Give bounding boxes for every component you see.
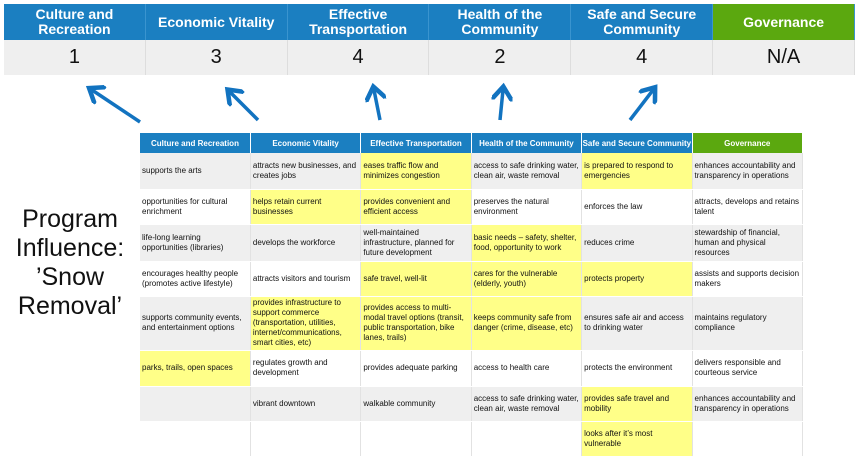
table-cell: attracts visitors and tourism <box>250 261 362 297</box>
summary-value: 4 <box>571 40 714 75</box>
summary-value: N/A <box>713 40 855 75</box>
table-cell: supports community events, and entertain… <box>140 296 251 351</box>
table-row: encourages healthy people (promotes acti… <box>140 261 804 297</box>
table-cell: life-long learning opportunities (librar… <box>140 224 251 262</box>
table-cell <box>140 386 251 422</box>
summary-value: 4 <box>287 40 430 75</box>
table-cell: basic needs – safety, shelter, food, opp… <box>471 224 583 262</box>
table-cell: cares for the vulnerable (elderly, youth… <box>471 261 583 297</box>
table-cell: provides safe travel and mobility <box>581 386 693 422</box>
table-cell: keeps community safe from danger (crime,… <box>471 296 583 351</box>
column-header: Governance <box>692 133 804 153</box>
table-cell: reduces crime <box>581 224 693 262</box>
table-cell <box>471 421 583 457</box>
summary-header: Economic Vitality <box>145 4 288 40</box>
table-cell: maintains regulatory compliance <box>692 296 804 351</box>
table-row: life-long learning opportunities (librar… <box>140 224 804 262</box>
table-cell: provides access to multi-modal travel op… <box>360 296 472 351</box>
column-header: Health of the Community <box>471 133 583 153</box>
column-header: Culture and Recreation <box>140 133 251 153</box>
arrow-icon <box>628 90 653 122</box>
table-cell: encourages healthy people (promotes acti… <box>140 261 251 297</box>
table-cell: well-maintained infrastructure, planned … <box>360 224 472 262</box>
table-cell: eases traffic flow and minimizes congest… <box>360 153 472 190</box>
table-cell: protects the environment <box>581 350 693 387</box>
table-cell: supports the arts <box>140 153 251 190</box>
table-cell: access to safe drinking water, clean air… <box>471 386 583 422</box>
program-influence-label: Program Influence: ’Snow Removal’ <box>0 205 140 321</box>
table-row: looks after it’s most vulnerable <box>140 421 804 457</box>
table-cell <box>250 421 362 457</box>
label-line: ’Snow <box>35 263 105 291</box>
table-row: vibrant downtown walkable community access… <box>140 386 804 422</box>
summary-header: Governance <box>713 4 855 40</box>
influence-table: Culture and Recreation Economic Vitality E… <box>140 133 804 457</box>
table-cell: develops the workforce <box>250 224 362 262</box>
summary-header: Health of the Community <box>429 4 572 40</box>
table-cell: attracts, develops and retains talent <box>692 189 804 225</box>
table-cell: vibrant downtown <box>250 386 362 422</box>
label-line: Program <box>22 205 118 233</box>
table-cell: opportunities for cultural enrichment <box>140 189 251 225</box>
table-cell: provides convenient and efficient access <box>360 189 472 225</box>
column-header: Economic Vitality <box>250 133 362 153</box>
table-cell: enhances accountability and transparency… <box>692 386 804 422</box>
summary-header: Effective Transportation <box>287 4 430 40</box>
table-cell: ensures safe air and access to drinking … <box>581 296 693 351</box>
table-cell: access to safe drinking water, clean air… <box>471 153 583 190</box>
table-cell: provides infrastructure to support comme… <box>250 296 362 351</box>
table-cell: delivers responsible and courteous servi… <box>692 350 804 387</box>
table-cell <box>360 421 472 457</box>
arrow-icon <box>92 90 141 124</box>
table-cell: attracts new businesses, and creates job… <box>250 153 362 190</box>
table-cell <box>692 421 804 457</box>
table-cell: stewardship of financial, human and phys… <box>692 224 804 262</box>
summary-value: 3 <box>145 40 288 75</box>
table-row: supports community events, and entertain… <box>140 296 804 351</box>
table-cell: looks after it’s most vulnerable <box>581 421 693 457</box>
table-cell: protects property <box>581 261 693 297</box>
table-cell: safe travel, well-lit <box>360 261 472 297</box>
summary-value: 1 <box>4 40 146 75</box>
table-cell: parks, trails, open spaces <box>140 350 251 387</box>
arrow-icon <box>374 90 380 121</box>
table-row: opportunities for cultural enrichment hel… <box>140 189 804 225</box>
summary-header: Safe and Secure Community <box>571 4 714 40</box>
table-cell: is prepared to respond to emergencies <box>581 153 693 190</box>
table-cell: enhances accountability and transparency… <box>692 153 804 190</box>
table-cell: access to health care <box>471 350 583 387</box>
table-row: supports the arts attracts new businesses… <box>140 153 804 190</box>
table-row: parks, trails, open spaces regulates grow… <box>140 350 804 387</box>
table-cell: enforces the law <box>581 189 693 225</box>
arrow-icon <box>500 90 503 121</box>
label-line: Influence: <box>15 234 125 262</box>
table-cell: preserves the natural environment <box>471 189 583 225</box>
summary-value: 2 <box>429 40 572 75</box>
column-header: Safe and Secure Community <box>581 133 693 153</box>
column-header: Effective Transportation <box>360 133 472 153</box>
table-cell: assists and supports decision makers <box>692 261 804 297</box>
table-cell: regulates growth and development <box>250 350 362 387</box>
summary-header: Culture and Recreation <box>4 4 146 40</box>
summary-table: Culture and Recreation Economic Vitality E… <box>4 4 855 75</box>
table-cell <box>140 421 251 457</box>
table-cell: walkable community <box>360 386 472 422</box>
label-line: Removal’ <box>17 292 123 320</box>
table-cell: helps retain current businesses <box>250 189 362 225</box>
arrow-icon <box>230 92 260 122</box>
table-cell: provides adequate parking <box>360 350 472 387</box>
